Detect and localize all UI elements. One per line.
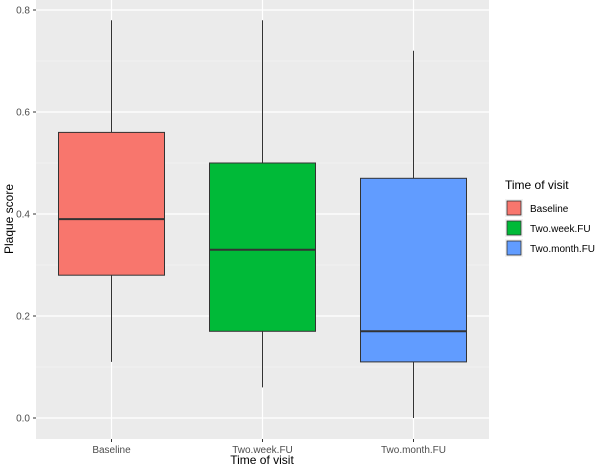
box-Baseline [58, 20, 165, 362]
legend-item-Two.week.FU: Two.week.FU [505, 219, 591, 237]
box-Two.week.FU [209, 20, 316, 388]
y-axis: 0.0 0.2 0.4 0.6 0.8 [16, 6, 36, 425]
box-series [58, 20, 467, 418]
legend-label: Two.week.FU [530, 224, 591, 235]
x-tick-label: Two.week.FU [232, 445, 293, 456]
legend-label: Baseline [530, 204, 569, 215]
x-axis-title: Time of visit [230, 453, 294, 466]
y-tick-label: 0.6 [16, 108, 30, 119]
legend-swatch [506, 200, 522, 216]
box-Two.month.FU [360, 50, 467, 418]
legend-swatch [506, 240, 522, 256]
box-iqr [360, 177, 467, 363]
box-iqr [58, 131, 165, 276]
x-axis: Baseline Two.week.FU Two.month.FU [92, 439, 446, 456]
x-tick-label: Baseline [92, 445, 131, 456]
y-tick-label: 0.2 [16, 312, 30, 323]
y-tick-label: 0.4 [16, 210, 30, 221]
legend-swatch [506, 220, 522, 236]
legend-label: Two.month.FU [530, 244, 595, 255]
x-tick-label: Two.month.FU [381, 445, 446, 456]
legend-item-Baseline: Baseline [505, 199, 569, 217]
y-axis-title: Plaque score [2, 184, 16, 254]
legend-item-Two.month.FU: Two.month.FU [505, 239, 595, 257]
legend: Time of visit Baseline Two.week.FU Two.mon… [505, 178, 595, 257]
box-iqr [209, 162, 316, 332]
legend-title: Time of visit [505, 178, 569, 192]
y-tick-label: 0.0 [16, 414, 30, 425]
y-tick-label: 0.8 [16, 6, 30, 17]
